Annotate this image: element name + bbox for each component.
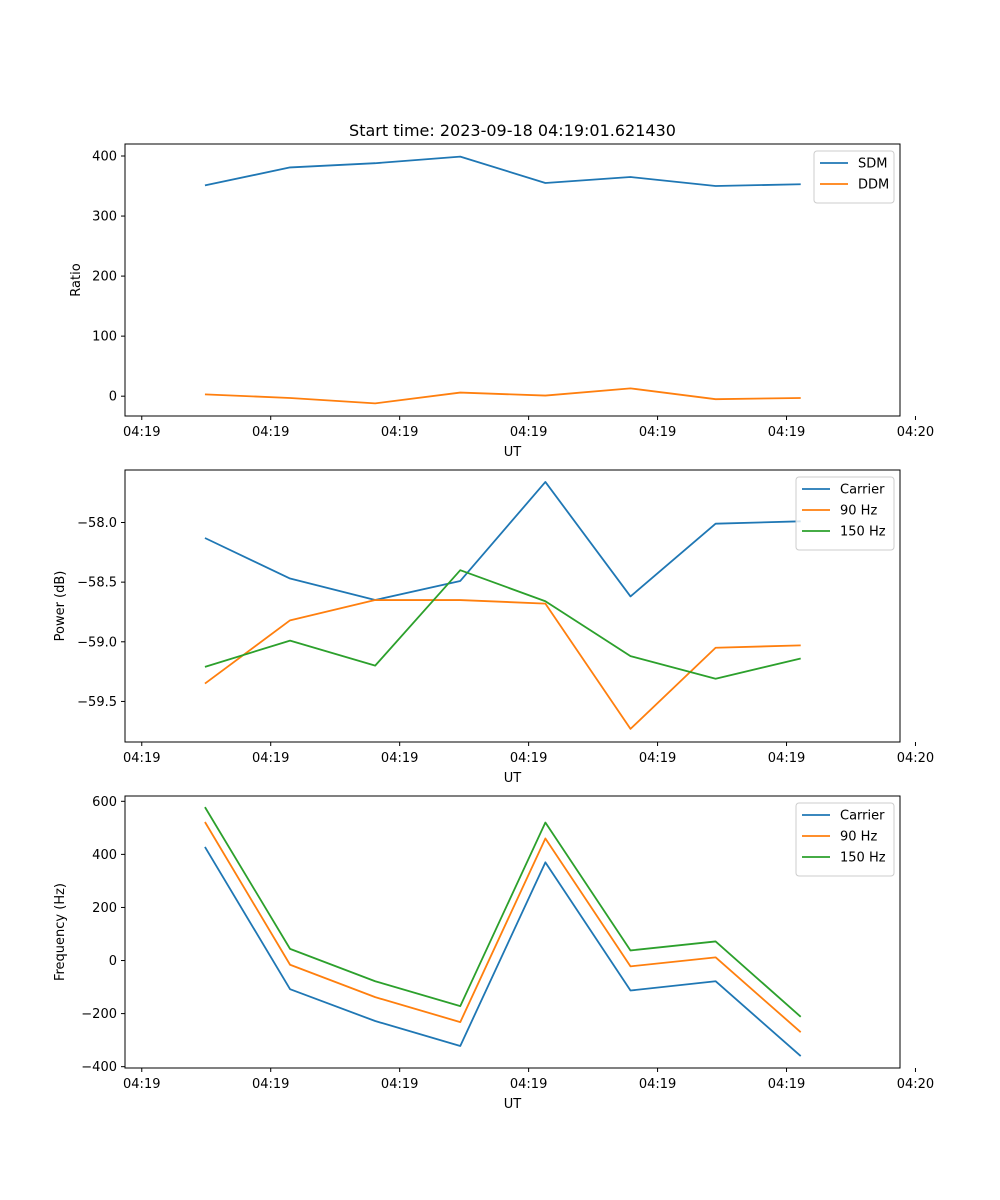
frequency-x-tick-label: 04:20 [897,1077,934,1092]
ratio-y-axis-label: Ratio [69,263,84,296]
frequency-legend-label-90-hz: 90 Hz [840,830,877,845]
frequency-x-tick-label: 04:19 [639,1077,676,1092]
frequency-x-tick-label: 04:19 [768,1077,805,1092]
frequency-y-tick-label: −200 [81,1007,117,1022]
frequency-legend-label-150-hz: 150 Hz [840,851,886,866]
ratio-y-tick-label: 400 [92,150,117,165]
ratio-x-tick-label: 04:19 [768,425,805,440]
ratio-y-tick-label: 300 [92,210,117,225]
ratio-y-tick-label: 200 [92,270,117,285]
power-x-tick-label: 04:20 [897,751,934,766]
ratio-y-tick-label: 100 [92,330,117,345]
frequency-axes-frame [124,795,901,1069]
power-y-axis-label: Power (dB) [53,571,68,642]
ratio-series-sdm-line [204,155,801,187]
frequency-x-axis-label: UT [504,1097,522,1112]
power-y-tick-label: −58.5 [77,576,117,591]
frequency-y-tick-label: 0 [109,954,117,969]
ratio-legend-label-sdm: SDM [858,157,887,172]
frequency-x-tick-label: 04:19 [510,1077,547,1092]
ratio-subplot: 04:19 04:19 04:19 04:19 04:19 04:19 04:20 0 100 2… [69,121,934,460]
frequency-legend: Carrier 90 Hz 150 Hz [795,802,895,877]
ratio-legend-label-ddm: DDM [858,178,889,193]
power-x-tick-label: 04:19 [252,751,289,766]
ratio-x-tick-label: 04:19 [639,425,676,440]
power-x-tick-label: 04:19 [381,751,418,766]
ratio-x-tick-label: 04:20 [897,425,934,440]
power-x-tick-label: 04:19 [510,751,547,766]
ratio-legend: SDM DDM [813,150,895,204]
power-legend-label-90-hz: 90 Hz [840,504,877,519]
frequency-x-tick-label: 04:19 [123,1077,160,1092]
ratio-axes-frame [124,143,901,417]
power-y-tick-label: −58.0 [77,516,117,531]
power-axes-frame [124,469,901,743]
power-x-axis-label: UT [504,771,522,786]
power-legend-label-carrier: Carrier [840,483,885,498]
frequency-series-150-hz-line [204,806,802,1018]
ratio-x-tick-label: 04:19 [381,425,418,440]
power-y-tick-label: −59.5 [77,695,117,710]
power-x-tick-label: 04:19 [123,751,160,766]
frequency-y-tick-label: 400 [92,848,117,863]
power-series-carrier-line [204,481,801,601]
frequency-legend-label-carrier: Carrier [840,809,885,824]
power-series-90-hz-line [204,599,801,730]
ratio-chart-title: Start time: 2023-09-18 04:19:01.621430 [349,121,676,140]
frequency-series-90-hz-line [204,821,802,1033]
frequency-series-carrier-line [204,846,802,1057]
power-legend-label-150-hz: 150 Hz [840,525,886,540]
ratio-x-tick-label: 04:19 [510,425,547,440]
frequency-y-tick-label: 600 [92,795,117,810]
power-series-150-hz-line [204,569,801,680]
ratio-x-tick-label: 04:19 [252,425,289,440]
power-x-tick-label: 04:19 [639,751,676,766]
ratio-x-axis-label: UT [504,445,522,460]
frequency-y-tick-label: 200 [92,901,117,916]
frequency-y-axis-label: Frequency (Hz) [53,883,68,981]
ratio-y-tick-label: 0 [109,390,117,405]
power-x-tick-label: 04:19 [768,751,805,766]
ratio-legend-box [813,150,895,204]
frequency-y-tick-label: −400 [81,1060,117,1075]
ratio-x-tick-label: 04:19 [123,425,160,440]
power-legend: Carrier 90 Hz 150 Hz [795,476,895,551]
frequency-subplot: 04:19 04:19 04:19 04:19 04:19 04:19 04:20 −400 −… [53,795,934,1112]
power-y-tick-label: −59.0 [77,635,117,650]
power-subplot: 04:19 04:19 04:19 04:19 04:19 04:19 04:20 −59.5… [53,469,934,786]
frequency-x-tick-label: 04:19 [381,1077,418,1092]
frequency-x-tick-label: 04:19 [252,1077,289,1092]
ratio-series-ddm-line [204,387,801,405]
